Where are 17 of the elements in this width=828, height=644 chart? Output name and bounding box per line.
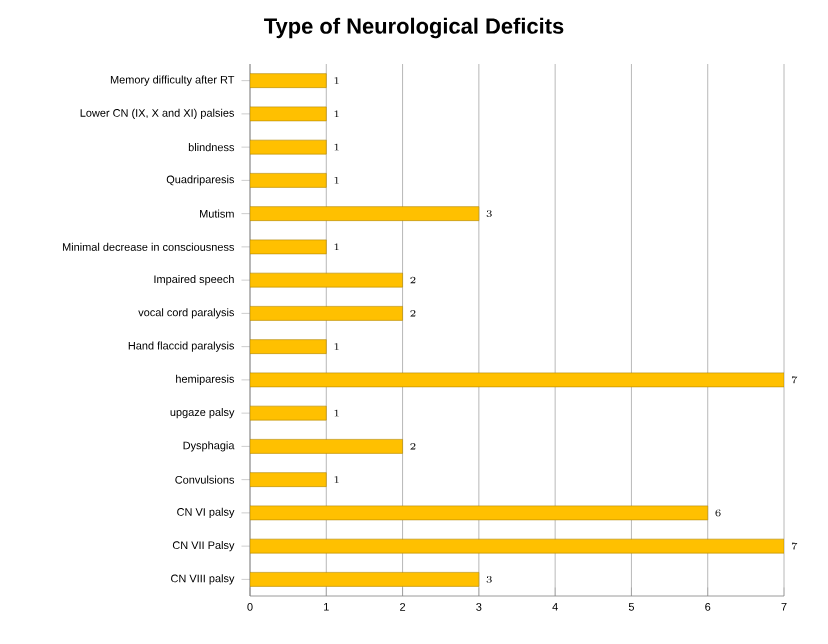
bar (250, 106, 327, 122)
bar (250, 206, 480, 221)
bar (250, 372, 785, 388)
bar (250, 173, 327, 188)
bar (250, 405, 327, 421)
bar (250, 239, 327, 255)
bar (250, 139, 327, 155)
bar (250, 572, 480, 587)
bar (250, 306, 403, 321)
bar (250, 272, 403, 288)
bar (250, 538, 785, 554)
bar (250, 439, 403, 454)
chart-title: Type of Neurological Deficits (264, 17, 564, 39)
bar (250, 472, 327, 487)
bar (250, 339, 327, 354)
bar (250, 505, 709, 521)
bar (250, 73, 327, 88)
